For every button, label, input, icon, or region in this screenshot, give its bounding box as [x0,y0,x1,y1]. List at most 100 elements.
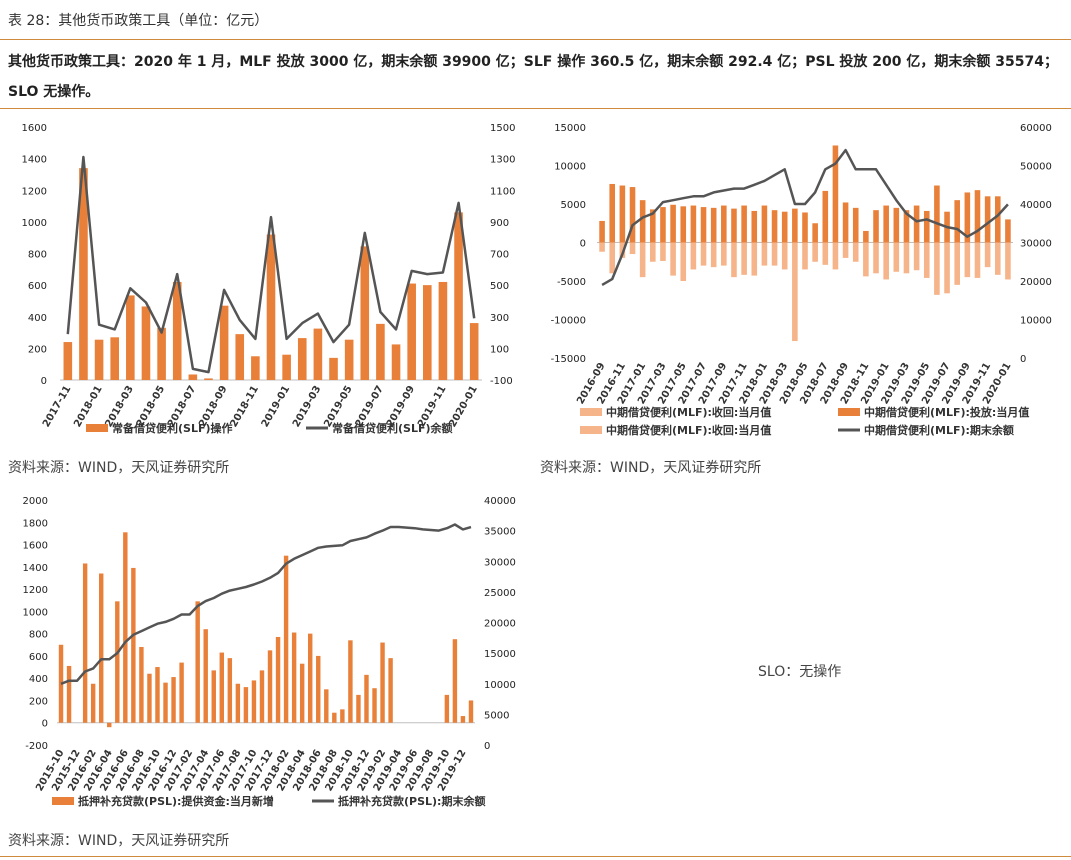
mlf-bar [710,207,717,243]
mlf-y-right-tick-label: 20000 [1020,277,1052,288]
psl-bar [195,601,200,723]
mlf-bar [660,242,666,261]
mlf-y-left-tick-label: -15000 [551,354,586,365]
summary-text: 其他货币政策工具：2020 年 1 月，MLF 投放 3000 亿，期末余额 3… [8,54,1058,100]
psl-y-right-tick-label: 35000 [484,527,516,538]
mlf-bar [934,242,940,295]
slf-y-right-tick-label: 900 [490,218,509,229]
mlf-bar [812,223,818,243]
mlf-bar [639,242,646,278]
psl-bar [259,670,265,723]
slf-bar [79,168,88,380]
mlf-bar [1005,219,1011,243]
mlf-y-right-tick-label: 0 [1020,354,1026,365]
mlf-bar [1005,242,1011,280]
slf-y-left-tick-label: 800 [28,250,47,261]
psl-bar [82,563,88,723]
psl-bar [452,639,458,723]
slf-bar [391,344,401,380]
mlf-y-left-tick-label: -5000 [557,277,586,288]
mlf-bar [913,205,920,243]
mlf-y-left-tick-label: -10000 [551,316,586,327]
slf-y-right-tick-label: 500 [490,281,509,292]
slf-bar [204,378,213,380]
mlf-legend-label: 中期借贷便利(MLF):投放:当月值 [864,405,1029,419]
psl-bar [227,658,233,723]
psl-bar [171,677,176,723]
psl-bar [380,642,385,723]
mlf-y-right-tick-label: 40000 [1020,200,1052,211]
slf-bar [235,334,245,380]
psl-bar [211,670,216,723]
mlf-bar [964,192,971,243]
psl-bar [147,673,152,723]
slf-bar [407,283,416,380]
slf-y-left-tick-label: 1400 [22,155,47,166]
slf-y-right-tick-label: 700 [490,250,509,261]
slf-bar [469,323,479,380]
mlf-bar [893,207,900,243]
mlf-bar [660,207,666,243]
psl-y-left-tick-label: 800 [29,630,48,641]
slf-bar [297,338,307,380]
mlf-bar [822,242,829,265]
slf-bar [141,306,151,380]
psl-bar [460,716,466,723]
mlf-bar [781,211,788,243]
mlf-bar [609,183,616,243]
mlf-bar [964,242,971,278]
psl-y-left-tick-label: 1200 [23,585,48,596]
mlf-bar [984,242,991,268]
source-note-mlf: 资料来源：WIND，天风证券研究所 [540,460,762,476]
mlf-bar [741,242,747,275]
psl-bar [308,633,313,723]
psl-bar [364,674,369,723]
mlf-y-left-tick-label: 5000 [561,200,586,211]
mlf-bar [721,205,727,243]
mlf-bar [781,242,788,270]
mlf-bar [700,242,707,266]
psl-y-right-tick-label: 0 [484,741,490,752]
slf-y-left-tick-label: 1200 [22,186,47,197]
mlf-y-right-tick-label: 50000 [1020,162,1052,173]
psl-bar [267,650,273,723]
slf-y-left-tick-label: 200 [28,344,47,355]
slf-bar [219,305,229,380]
mlf-bar [903,210,910,243]
mlf-bar [994,242,1001,275]
psl-bar [299,663,305,723]
psl-series-line [60,523,472,685]
psl-bar [468,700,474,723]
slf-y-left-tick-label: 1000 [22,218,47,229]
psl-bar [219,652,224,723]
psl-y-right-tick-label: 25000 [484,588,516,599]
psl-bar [356,694,361,723]
psl-bar [123,532,128,723]
slf-y-right-tick-label: 1500 [490,123,515,134]
slf-legend-label: 常备借贷便利(SLF)操作 [112,421,233,435]
table-caption: 表 28：其他货币政策工具（单位：亿元） [8,13,269,29]
psl-y-left-tick-label: 600 [29,652,48,663]
source-note-psl: 资料来源：WIND，天风证券研究所 [8,833,230,849]
mlf-legend-bar-swatch [838,408,860,416]
mlf-bar [761,242,768,266]
psl-bar [283,555,289,723]
mlf-bar [710,242,717,268]
mlf-bar [619,185,626,243]
mlf-bar [802,242,808,270]
slf-y-left-tick-label: 400 [28,313,47,324]
psl-bar [275,636,281,723]
psl-bar [251,680,257,723]
psl-bar [66,665,72,723]
mlf-bar [974,242,981,278]
mlf-bar [599,220,605,243]
psl-bar [235,683,241,723]
psl-legend-label: 抵押补充贷款(PSL):提供资金:当月新增 [78,794,274,808]
mlf-bar [741,205,747,243]
mlf-bar [994,196,1001,243]
mlf-bar [700,207,707,243]
psl-bar [388,658,393,723]
psl-bar [372,688,377,723]
mlf-bar [863,242,869,277]
